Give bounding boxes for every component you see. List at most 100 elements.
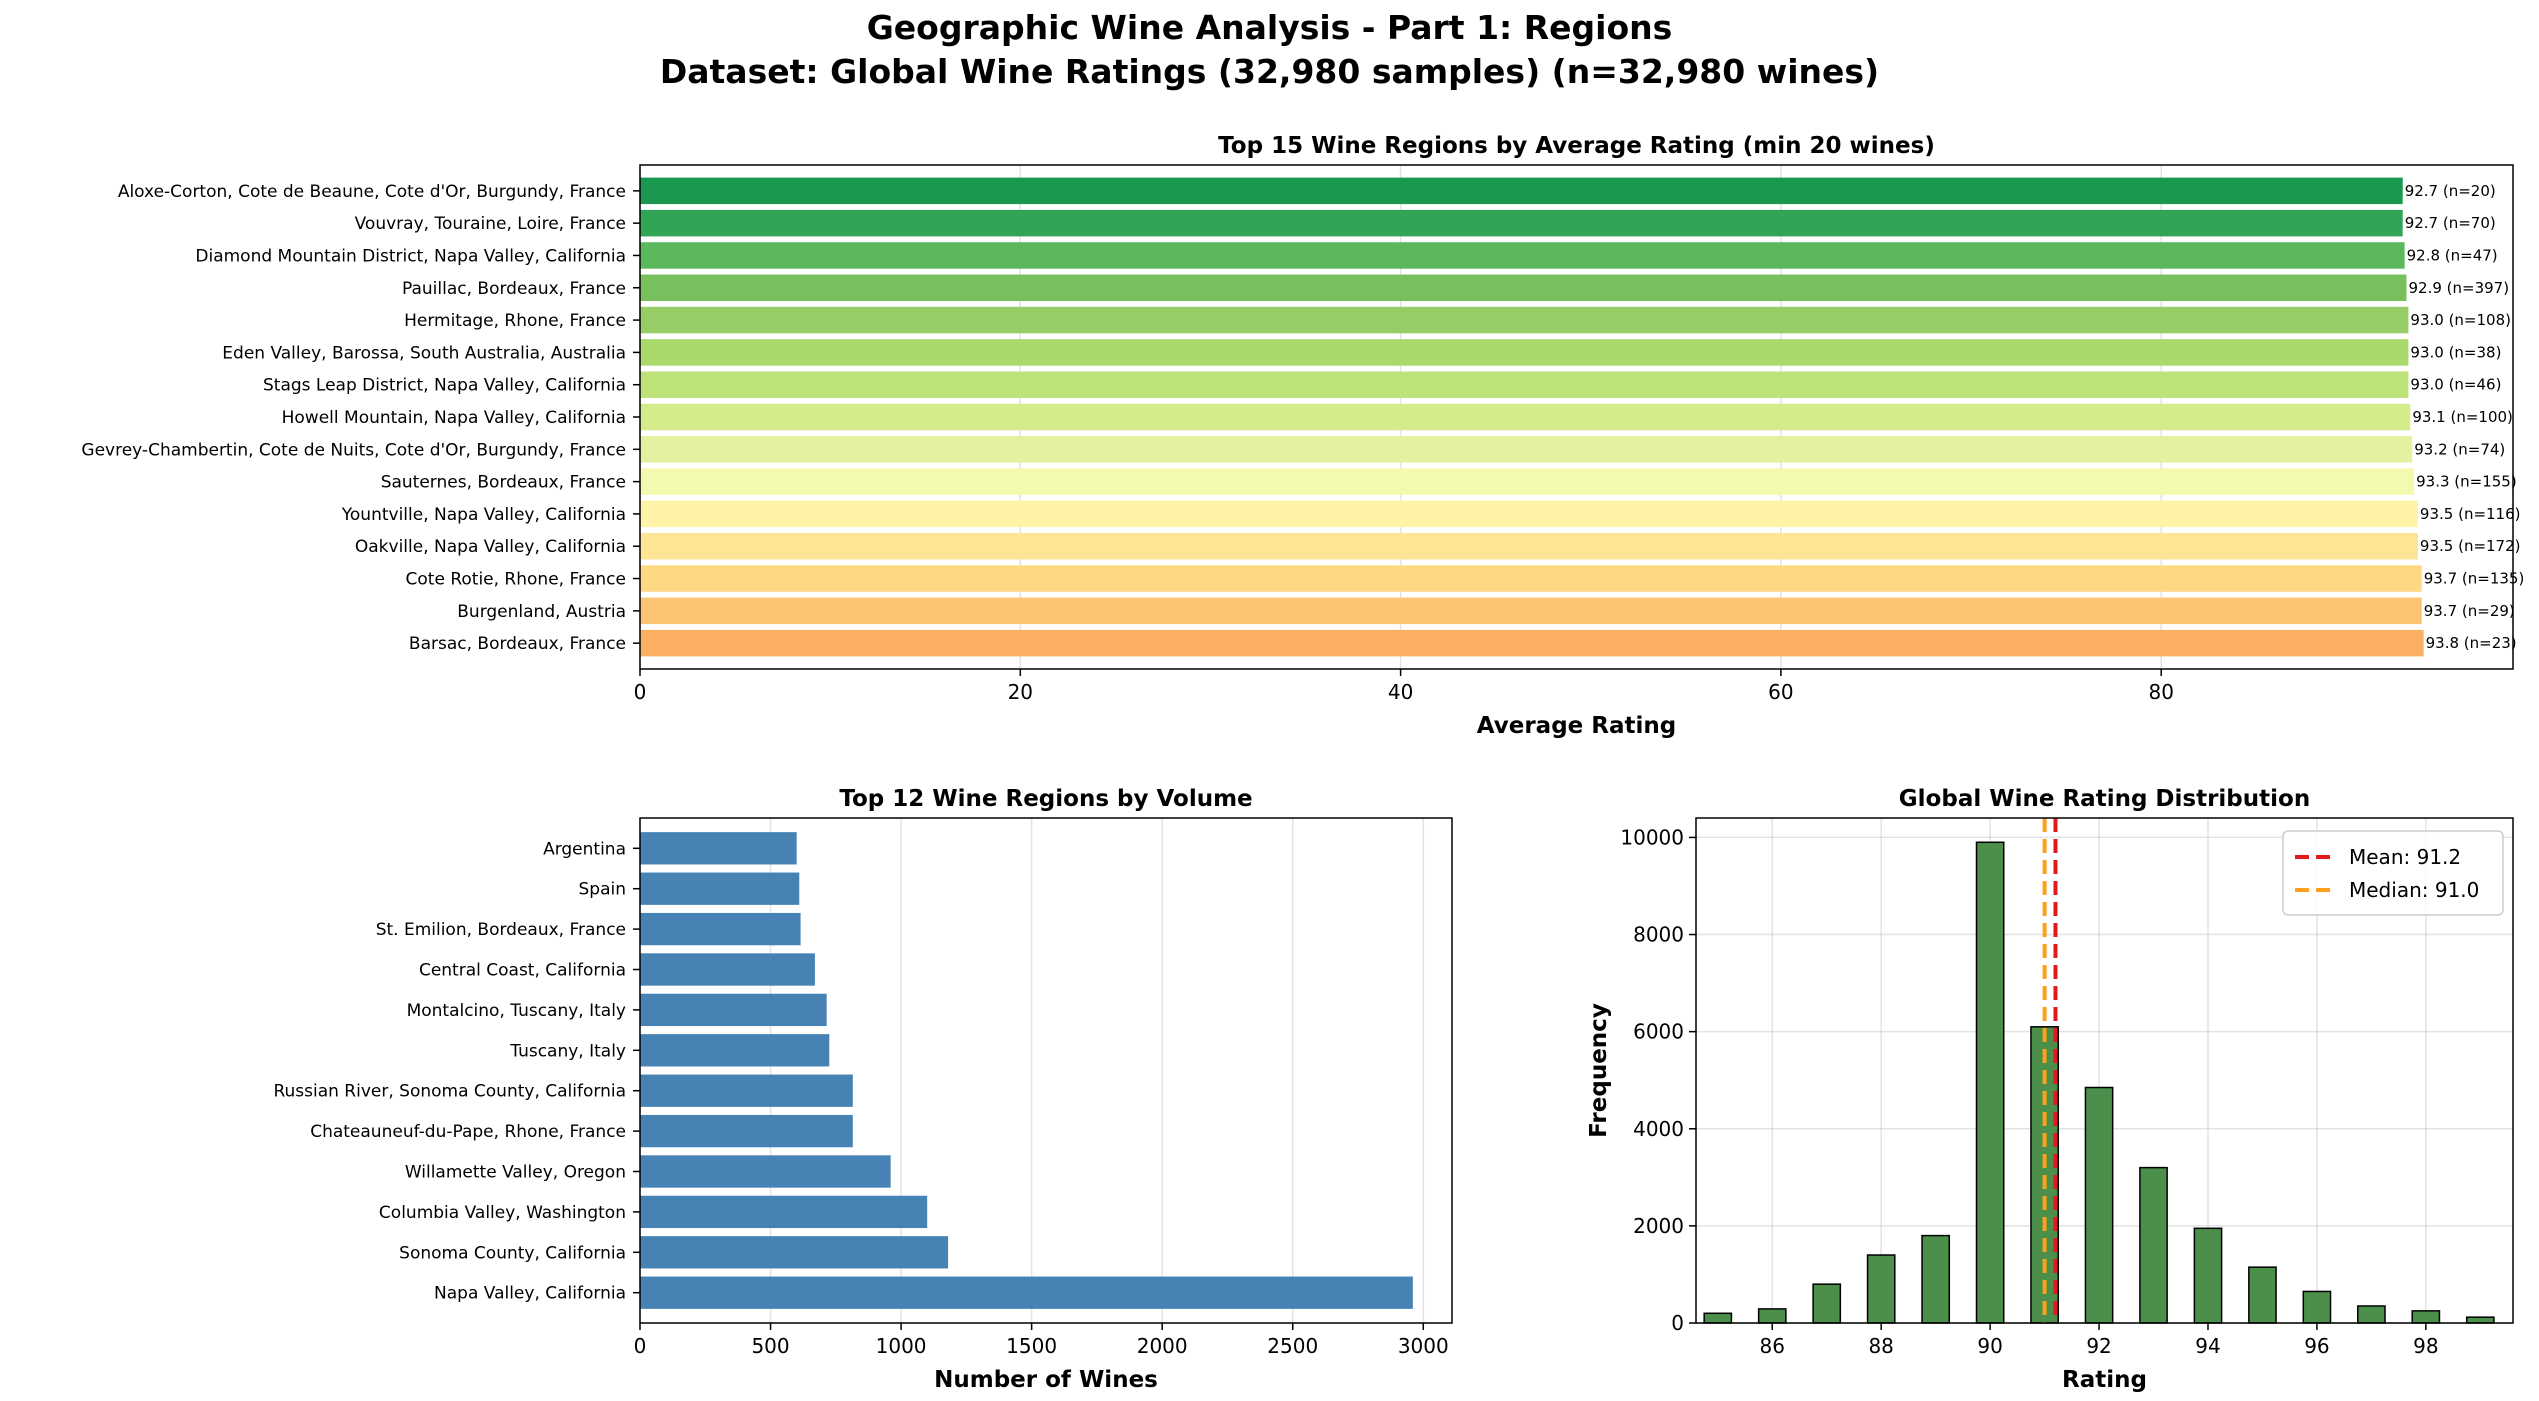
chart1-data-label: 93.5 (n=116)	[2420, 505, 2521, 523]
chart1-category-label: Diamond Mountain District, Napa Valley, …	[195, 246, 626, 266]
chart1-xlabel: Average Rating	[1477, 713, 1676, 739]
chart2-category-label: Willamette Valley, Oregon	[405, 1163, 626, 1183]
chart2-frame	[639, 817, 1453, 1324]
chart1-category-label: Hermitage, Rhone, France	[404, 311, 626, 331]
chart2-bar	[640, 872, 800, 905]
chart1-data-label: 92.7 (n=70)	[2405, 214, 2496, 232]
chart1-data-label: 92.8 (n=47)	[2407, 246, 2498, 264]
chart1-data-label: 93.0 (n=38)	[2410, 343, 2501, 361]
chart3-ytick-label: 10000	[1620, 825, 1684, 849]
chart3-title: Global Wine Rating Distribution	[1899, 786, 2310, 812]
chart2-bar	[640, 1034, 830, 1067]
chart3-ytick-label: 4000	[1633, 1117, 1684, 1141]
chart2-bar	[640, 993, 827, 1027]
chart3-bar	[2465, 1316, 2495, 1324]
chart2-category-label: Argentina	[543, 839, 626, 859]
figure-title-line1: Geographic Wine Analysis - Part 1: Regio…	[866, 8, 1673, 47]
chart3-xtick-label: 98	[2413, 1334, 2438, 1358]
chart1-bar	[640, 403, 2411, 431]
chart3-legend-label: Mean: 91.2	[2349, 845, 2461, 869]
chart2-xtick-label: 2500	[1267, 1334, 1318, 1358]
chart1-data-label: 92.9 (n=397)	[2409, 279, 2510, 297]
chart1-data-label: 93.0 (n=108)	[2410, 311, 2511, 329]
chart1-xtick-label: 0	[634, 680, 647, 704]
chart2-bar	[640, 1276, 1413, 1309]
chart1-category-label: Howell Mountain, Napa Valley, California	[282, 408, 626, 428]
chart3-bar	[2357, 1305, 2386, 1324]
chart3-xtick-label: 94	[2195, 1334, 2220, 1358]
chart1-bar	[640, 274, 2407, 302]
chart1-bar	[640, 436, 2413, 463]
chart2-category-label: St. Emilion, Bordeaux, France	[376, 920, 626, 940]
chart3-bar	[2084, 1086, 2114, 1324]
chart1-data-label: 93.8 (n=23)	[2426, 634, 2517, 652]
chart1-data-label: 93.2 (n=74)	[2414, 440, 2505, 458]
chart1-bar	[640, 597, 2422, 625]
chart1-data-label: 93.3 (n=155)	[2416, 473, 2517, 491]
chart2-xtick-label: 1500	[1006, 1334, 1057, 1358]
chart1-data-label: 93.5 (n=172)	[2420, 537, 2521, 555]
chart2-category-label: Sonoma County, California	[399, 1243, 626, 1263]
chart3-bar	[2302, 1290, 2332, 1324]
chart3-ytick-label: 2000	[1633, 1214, 1684, 1238]
chart2-xtick-label: 500	[751, 1334, 789, 1358]
chart3-bar	[1703, 1312, 1733, 1324]
chart1-xtick-label: 80	[2148, 680, 2173, 704]
chart3-bar	[2248, 1266, 2277, 1324]
chart3-xtick-label: 92	[2086, 1334, 2111, 1358]
chart2-category-label: Columbia Valley, Washington	[379, 1203, 626, 1223]
chart1-bar	[640, 209, 2403, 237]
chart1-category-label: Yountville, Napa Valley, California	[341, 505, 626, 525]
chart3-bar	[2193, 1227, 2223, 1324]
chart2-category-label: Tuscany, Italy	[509, 1041, 626, 1061]
chart2-category-label: Chateauneuf-du-Pape, Rhone, France	[310, 1122, 626, 1142]
chart3-xtick-label: 88	[1868, 1334, 1893, 1358]
chart3-ytick-label: 6000	[1633, 1020, 1684, 1044]
chart1-bar	[640, 177, 2403, 205]
chart1-bar	[640, 532, 2418, 560]
chart2-category-label: Russian River, Sonoma County, California	[273, 1082, 626, 1102]
chart1-bar	[640, 242, 2405, 269]
chart1-bar	[640, 468, 2415, 495]
chart3-bar	[1975, 841, 2005, 1324]
avg-rating-chart: Top 15 Wine Regions by Average Rating (m…	[81, 133, 2524, 739]
chart2-category-label: Montalcino, Tuscany, Italy	[407, 1001, 626, 1021]
chart1-category-label: Sauternes, Bordeaux, France	[381, 473, 626, 493]
chart2-xtick-label: 2000	[1137, 1334, 1188, 1358]
chart1-bar	[640, 339, 2409, 366]
chart1-category-label: Eden Valley, Barossa, South Australia, A…	[222, 343, 626, 363]
chart2-bar	[640, 1114, 853, 1148]
chart1-bar	[640, 306, 2409, 334]
chart2-bar	[640, 832, 797, 865]
chart1-category-label: Barsac, Bordeaux, France	[409, 634, 626, 654]
chart2-xtick-label: 3000	[1398, 1334, 1449, 1358]
rating-histogram: Global Wine Rating Distribution 0 2000 4000…	[1586, 786, 2514, 1393]
chart2-xtick-label: 0	[634, 1334, 647, 1358]
chart1-data-label: 93.1 (n=100)	[2412, 408, 2513, 426]
chart3-xlabel: Rating	[2062, 1367, 2147, 1393]
chart2-bar	[640, 912, 801, 946]
chart1-category-label: Aloxe-Corton, Cote de Beaune, Cote d'Or,…	[118, 182, 626, 202]
chart2-title: Top 12 Wine Regions by Volume	[839, 786, 1252, 812]
chart3-bar	[1812, 1283, 1842, 1324]
chart1-xtick-label: 20	[1008, 680, 1033, 704]
chart3-ylabel: Frequency	[1586, 1003, 1612, 1138]
chart2-xlabel: Number of Wines	[934, 1367, 1158, 1393]
chart3-ytick-label: 8000	[1633, 923, 1684, 947]
chart1-bar	[640, 629, 2424, 657]
chart1-category-label: Cote Rotie, Rhone, France	[406, 570, 626, 590]
chart2-category-label: Spain	[579, 880, 627, 900]
figure-title-line2: Dataset: Global Wine Ratings (32,980 sam…	[659, 52, 1880, 91]
chart1-data-label: 93.0 (n=46)	[2410, 376, 2501, 394]
chart3-xtick-label: 90	[1977, 1334, 2002, 1358]
chart3-bar	[1921, 1234, 1951, 1324]
chart1-data-label: 93.7 (n=135)	[2424, 570, 2525, 588]
chart1-category-label: Oakville, Napa Valley, California	[355, 537, 626, 557]
chart1-category-label: Vouvray, Touraine, Loire, France	[355, 214, 626, 234]
chart1-bar	[640, 371, 2409, 398]
chart3-ytick-label: 0	[1671, 1311, 1684, 1335]
chart3-frame	[1695, 817, 2514, 1324]
chart2-bar	[640, 953, 815, 986]
chart1-data-label: 92.7 (n=20)	[2405, 182, 2496, 200]
